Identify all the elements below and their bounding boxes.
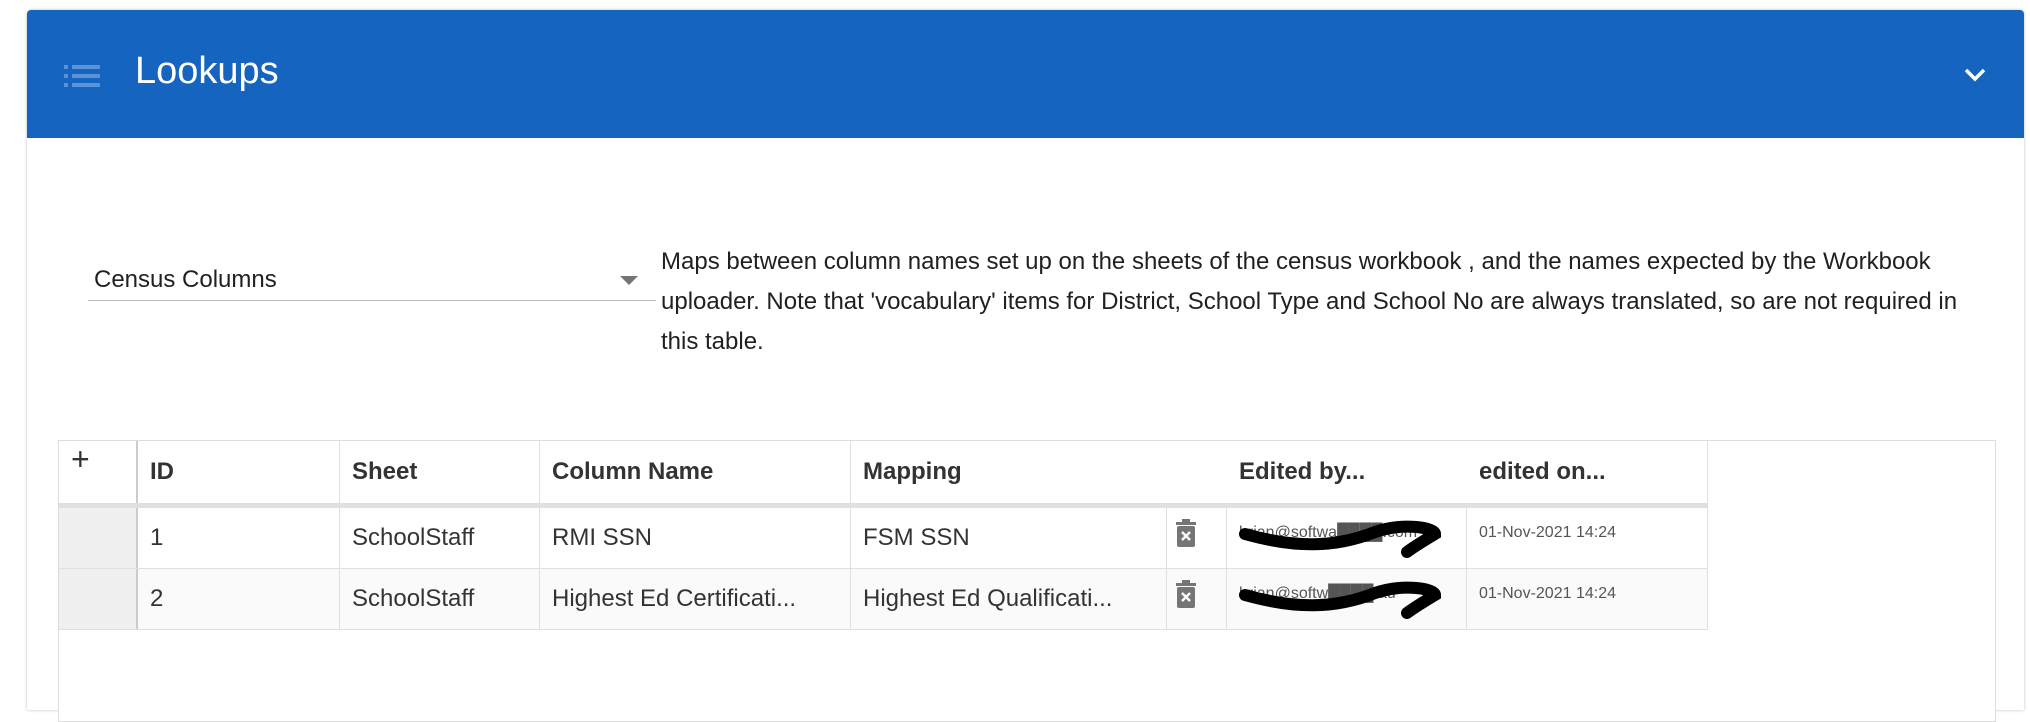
- cell-sheet: SchoolStaff: [340, 508, 540, 568]
- cell-mapping: FSM SSN: [851, 508, 1167, 568]
- redaction-scribble: [1239, 520, 1442, 558]
- list-icon: [64, 65, 100, 87]
- column-header-sheet[interactable]: Sheet: [340, 441, 540, 503]
- trash-icon: [1176, 519, 1196, 547]
- delete-row-button[interactable]: [1167, 569, 1227, 629]
- lookup-select-value: Census Columns: [94, 266, 277, 293]
- panel-header: Lookups: [27, 10, 2024, 138]
- cell-edited-by: brian@softwa████.com: [1227, 508, 1467, 568]
- cell-id: 2: [138, 569, 340, 629]
- cell-column-name: Highest Ed Certificati...: [540, 569, 851, 629]
- column-header-edited-on[interactable]: edited on...: [1467, 441, 1708, 503]
- lookup-grid: + ID Sheet Column Name Mapping Edited by…: [58, 440, 1996, 722]
- column-header-edited-by[interactable]: Edited by...: [1239, 458, 1366, 485]
- cell-mapping: Highest Ed Qualificati...: [851, 569, 1167, 629]
- lookup-table-select[interactable]: Census Columns: [88, 248, 656, 301]
- grid-header-row: + ID Sheet Column Name Mapping Edited by…: [59, 441, 1708, 508]
- table-row[interactable]: 1 SchoolStaff RMI SSN FSM SSN brian@soft…: [59, 508, 1708, 569]
- redaction-scribble: [1239, 581, 1442, 619]
- row-selector[interactable]: [59, 569, 138, 629]
- lookups-panel: Lookups Census Columns Maps between colu…: [27, 10, 2024, 722]
- column-header-actions: [1167, 441, 1227, 503]
- panel-title: Lookups: [135, 50, 279, 92]
- cell-id: 1: [138, 508, 340, 568]
- column-header-id[interactable]: ID: [138, 441, 340, 503]
- add-row-button[interactable]: +: [59, 441, 138, 503]
- table-row[interactable]: 2 SchoolStaff Highest Ed Certificati... …: [59, 569, 1708, 630]
- lookup-description: Maps between column names set up on the …: [661, 248, 1958, 355]
- delete-row-button[interactable]: [1167, 508, 1227, 568]
- cell-edited-on: 01-Nov-2021 14:24: [1467, 569, 1708, 629]
- cell-column-name: RMI SSN: [540, 508, 851, 568]
- chevron-down-icon[interactable]: [1960, 60, 1990, 90]
- column-header-mapping[interactable]: Mapping: [863, 458, 962, 485]
- cell-edited-on: 01-Nov-2021 14:24: [1467, 508, 1708, 568]
- dropdown-arrow-icon: [620, 276, 638, 285]
- trash-icon: [1176, 580, 1196, 608]
- cell-sheet: SchoolStaff: [340, 569, 540, 629]
- row-selector[interactable]: [59, 508, 138, 568]
- column-header-column-name[interactable]: Column Name: [540, 441, 851, 503]
- cell-edited-by: brian@softw████.au: [1227, 569, 1467, 629]
